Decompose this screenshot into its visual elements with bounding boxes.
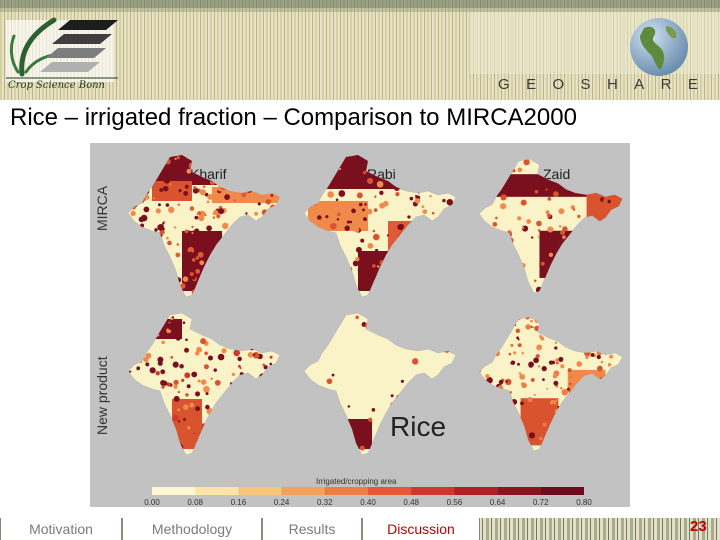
- legend-swatch: [454, 487, 499, 495]
- header-banner: Crop Science Bonn GEOSHARE: [0, 0, 720, 100]
- legend-swatch: [540, 487, 584, 495]
- nav-tab-results[interactable]: Results: [262, 518, 362, 540]
- legend-swatch: [497, 487, 542, 495]
- legend-swatch: [195, 487, 239, 495]
- map-new-kharif: [127, 312, 281, 456]
- legend-swatch: [324, 487, 369, 495]
- legend-tick-label: 0.80: [576, 498, 592, 507]
- nav-tab-methodology[interactable]: Methodology: [122, 518, 262, 540]
- legend-tick-label: 0.32: [317, 498, 333, 507]
- legend-ticks: 0.00 0.08 0.16 0.24 0.32 0.40 0.48 0.56 0.64 0.72…: [144, 498, 592, 508]
- legend-swatch: [152, 487, 196, 495]
- nav-tab-discussion[interactable]: Discussion: [362, 518, 480, 540]
- figure-panel: MIRCA New product Kharif Rabi Zaid Rice …: [90, 143, 630, 507]
- row-label-new-product: New product: [94, 356, 110, 435]
- legend-tick-label: 0.56: [446, 498, 463, 507]
- legend-tick-label: 0.64: [489, 498, 506, 507]
- slide-title: Rice – irrigated fraction – Comparison t…: [10, 104, 577, 131]
- map-new-rabi: [303, 312, 457, 456]
- legend-tick-label: 0.40: [360, 498, 376, 507]
- page-number: 23: [690, 518, 707, 535]
- legend-colorbar: [152, 487, 584, 495]
- legend-tick-label: 0.00: [144, 498, 160, 507]
- legend-swatch: [368, 487, 412, 495]
- map-mirca-rabi: [303, 154, 457, 298]
- legend-swatch: [238, 487, 283, 495]
- map-outline: [478, 316, 623, 452]
- brand-wordmark: GEOSHARE: [498, 76, 715, 93]
- footer-nav: Motivation Methodology Results Discussio…: [0, 518, 720, 540]
- legend-swatch: [411, 487, 455, 495]
- legend-tick-label: 0.48: [403, 498, 419, 507]
- legend-tick-label: 0.16: [230, 498, 247, 507]
- banner-texture: [0, 0, 720, 100]
- logo-text: Crop Science Bonn: [8, 80, 105, 91]
- nav-tab-motivation[interactable]: Motivation: [0, 518, 122, 540]
- map-mirca-zaid: [478, 158, 623, 294]
- crop-science-logo: [6, 17, 118, 82]
- row-label-mirca: MIRCA: [94, 185, 110, 231]
- map-mirca-kharif: [127, 154, 281, 298]
- map-outline: [478, 158, 623, 294]
- map-new-zaid: [478, 316, 623, 452]
- legend-swatch: [281, 487, 326, 495]
- map-outline: [127, 154, 281, 298]
- legend-title: Irrigated/cropping area: [316, 477, 397, 486]
- legend-tick-label: 0.08: [187, 498, 203, 507]
- crop-label: Rice: [390, 411, 447, 442]
- season-title-zaid: Zaid: [543, 166, 571, 182]
- legend-tick-label: 0.24: [273, 498, 290, 507]
- globe-icon: [630, 18, 688, 76]
- legend-tick-label: 0.72: [533, 498, 549, 507]
